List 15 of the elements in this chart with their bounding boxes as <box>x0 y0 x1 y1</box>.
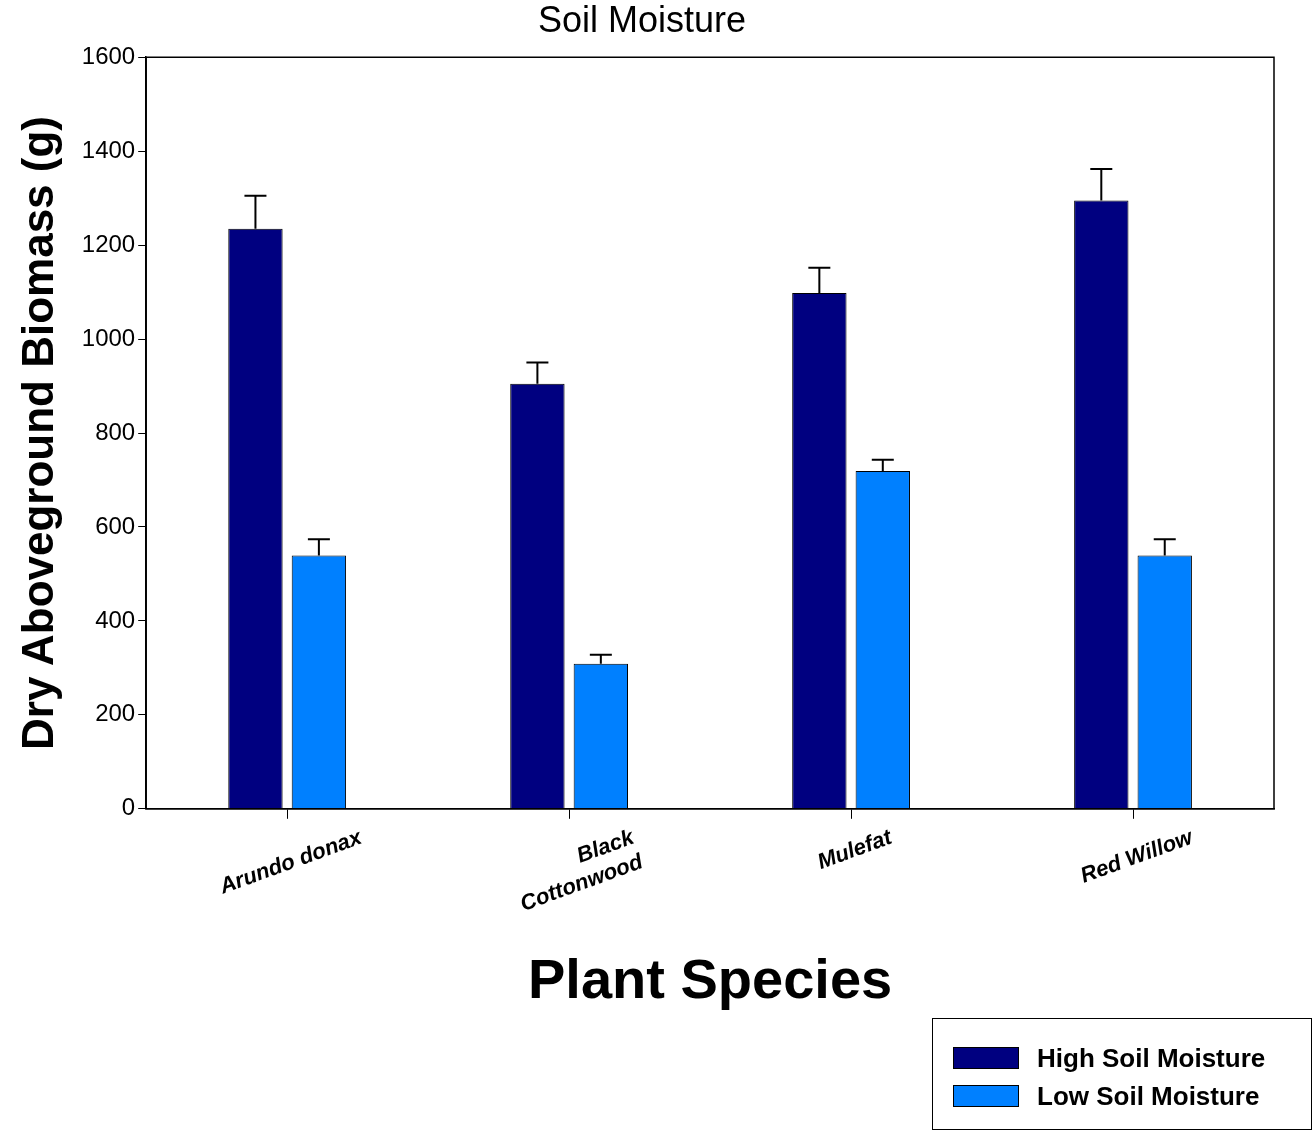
y-tick-label: 1600 <box>81 41 136 69</box>
y-tick-label: 800 <box>95 417 136 445</box>
chart-title: Soil Moisture <box>537 0 747 40</box>
y-tick-label: 200 <box>95 699 136 727</box>
y-tick-label: 1200 <box>81 229 136 257</box>
y-tick-label: 0 <box>121 793 136 821</box>
legend-label: High Soil Moisture <box>1037 1042 1266 1074</box>
y-tick-label: 1000 <box>81 323 136 351</box>
y-tick-label: 600 <box>95 511 136 539</box>
y-tick-label: 400 <box>95 605 136 633</box>
legend-label: Low Soil Moisture <box>1037 1080 1260 1112</box>
y-axis-title: Dry Aboveground Biomass (g) <box>12 116 62 750</box>
y-tick-label: 1400 <box>81 135 136 163</box>
x-axis-title: Plant Species <box>528 946 893 1010</box>
x-tick-label: Red Willow <box>1076 823 1198 888</box>
